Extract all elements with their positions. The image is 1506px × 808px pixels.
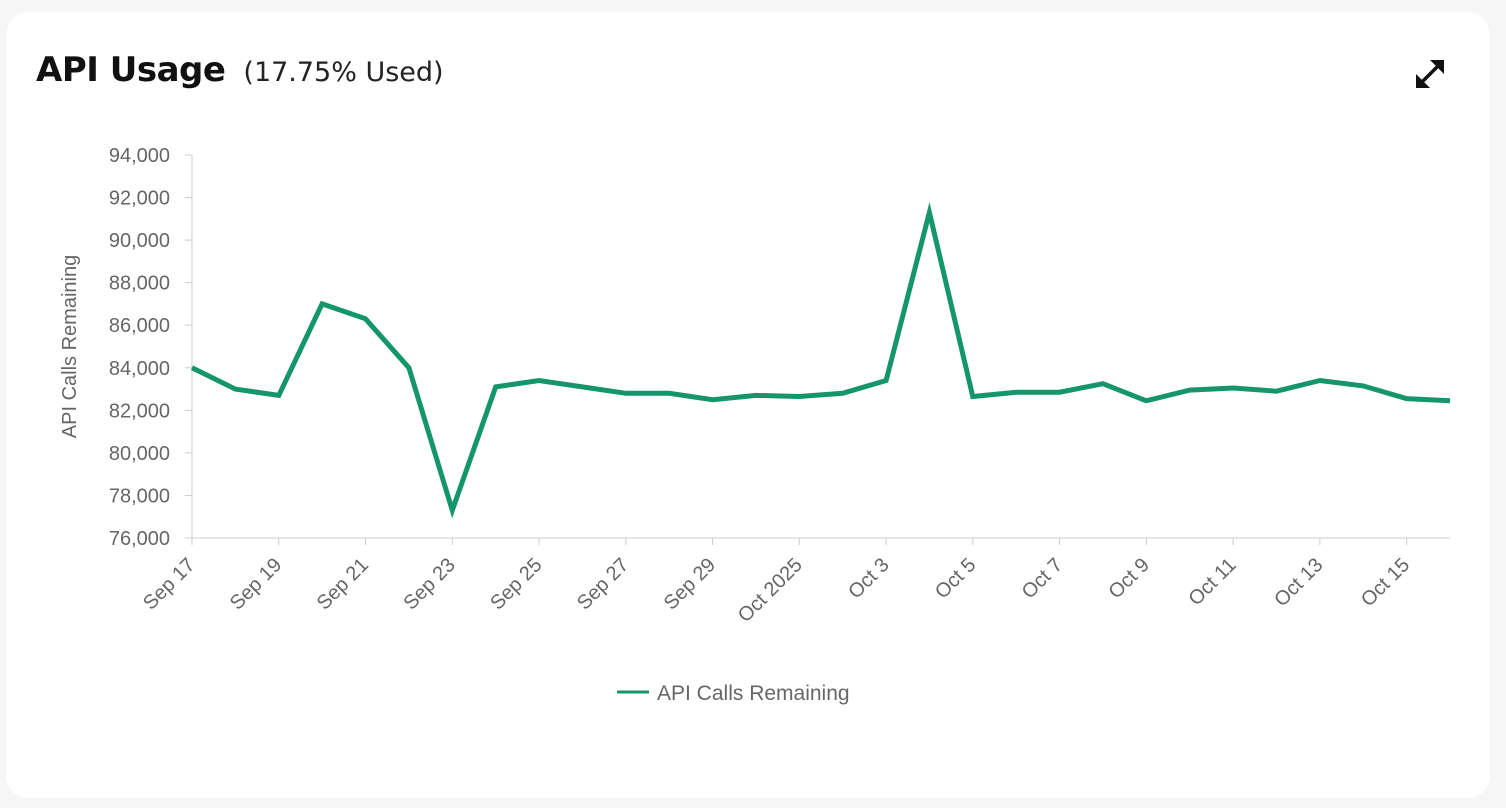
- x-tick-label: Oct 13: [1270, 554, 1327, 611]
- api-usage-card: API Usage (17.75% Used): [6, 12, 1490, 798]
- x-tick-label: Sep 21: [313, 554, 373, 614]
- y-axis-ticks: 76,000 78,000 80,000 82,000 84,000 86,000 88,0…: [109, 145, 192, 550]
- x-tick-label: Sep 17: [139, 554, 199, 614]
- y-tick-label: 90,000: [109, 230, 170, 252]
- y-tick-label: 86,000: [109, 315, 170, 337]
- x-tick-label: Sep 27: [573, 554, 633, 614]
- x-tick-label: Sep 23: [399, 554, 459, 614]
- y-tick-label: 92,000: [109, 188, 170, 210]
- y-tick-label: 82,000: [109, 400, 170, 422]
- x-tick-label: Oct 11: [1184, 554, 1240, 610]
- series-group: [190, 201, 1451, 519]
- y-tick-label: 78,000: [109, 485, 170, 507]
- y-tick-label: 80,000: [109, 443, 170, 465]
- card-title: API Usage: [36, 50, 226, 90]
- x-tick-label: Oct 5: [931, 554, 980, 603]
- x-tick-label: Oct 3: [844, 554, 893, 603]
- y-axis-title: API Calls Remaining: [59, 255, 81, 438]
- expand-button[interactable]: [1406, 50, 1454, 98]
- expand-arrows-icon: [1416, 60, 1444, 88]
- x-tick-label: Oct 2025: [734, 554, 807, 627]
- y-tick-label: 84,000: [109, 358, 170, 380]
- x-tick-label: Oct 15: [1357, 554, 1414, 611]
- x-tick-label: Sep 29: [660, 554, 720, 614]
- series-line: [190, 201, 1451, 519]
- card-header: API Usage (17.75% Used): [36, 50, 444, 90]
- usage-percent-subtitle: (17.75% Used): [243, 57, 444, 88]
- y-tick-label: 94,000: [109, 145, 170, 167]
- y-tick-label: 88,000: [109, 273, 170, 295]
- x-tick-label: Oct 7: [1018, 554, 1067, 603]
- y-tick-label: 76,000: [109, 528, 170, 550]
- x-tick-label: Oct 9: [1105, 554, 1154, 603]
- legend: API Calls Remaining: [617, 682, 850, 705]
- x-tick-label: Sep 19: [226, 554, 286, 614]
- x-axis-ticks: Sep 17 Sep 19 Sep 21 Sep 23 Sep 25 Sep 27 Sep …: [139, 538, 1414, 627]
- x-tick-label: Sep 25: [486, 554, 546, 614]
- legend-label: API Calls Remaining: [657, 682, 850, 705]
